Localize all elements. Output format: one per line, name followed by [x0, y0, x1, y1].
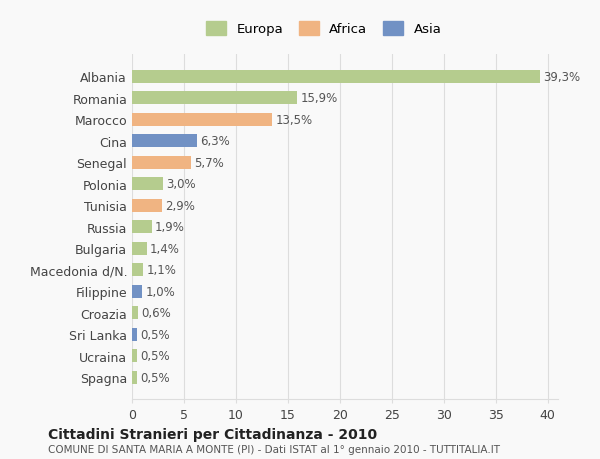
Text: 0,6%: 0,6% — [142, 307, 171, 319]
Bar — [132, 263, 143, 276]
Bar — [132, 135, 197, 148]
Text: 1,4%: 1,4% — [149, 242, 179, 255]
Text: 39,3%: 39,3% — [544, 71, 581, 84]
Text: 1,0%: 1,0% — [146, 285, 175, 298]
Bar — [132, 92, 297, 105]
Legend: Europa, Africa, Asia: Europa, Africa, Asia — [200, 17, 447, 42]
Bar — [132, 285, 142, 298]
Text: 5,7%: 5,7% — [194, 157, 224, 169]
Text: 0,5%: 0,5% — [140, 328, 170, 341]
Text: 3,0%: 3,0% — [166, 178, 196, 191]
Text: 15,9%: 15,9% — [301, 92, 338, 105]
Bar — [132, 221, 152, 234]
Bar — [132, 371, 137, 384]
Bar — [132, 157, 191, 169]
Text: 2,9%: 2,9% — [165, 199, 195, 212]
Text: 0,5%: 0,5% — [140, 371, 170, 384]
Bar — [132, 328, 137, 341]
Bar — [132, 199, 162, 212]
Bar — [132, 113, 272, 127]
Bar — [132, 307, 138, 319]
Text: 0,5%: 0,5% — [140, 349, 170, 362]
Bar — [132, 242, 146, 255]
Bar — [132, 71, 541, 84]
Text: 1,1%: 1,1% — [146, 263, 176, 277]
Bar — [132, 178, 163, 191]
Text: Cittadini Stranieri per Cittadinanza - 2010: Cittadini Stranieri per Cittadinanza - 2… — [48, 427, 377, 441]
Text: 13,5%: 13,5% — [275, 113, 313, 127]
Text: 6,3%: 6,3% — [200, 135, 230, 148]
Text: 1,9%: 1,9% — [155, 221, 185, 234]
Bar — [132, 349, 137, 362]
Text: COMUNE DI SANTA MARIA A MONTE (PI) - Dati ISTAT al 1° gennaio 2010 - TUTTITALIA.: COMUNE DI SANTA MARIA A MONTE (PI) - Dat… — [48, 444, 500, 454]
